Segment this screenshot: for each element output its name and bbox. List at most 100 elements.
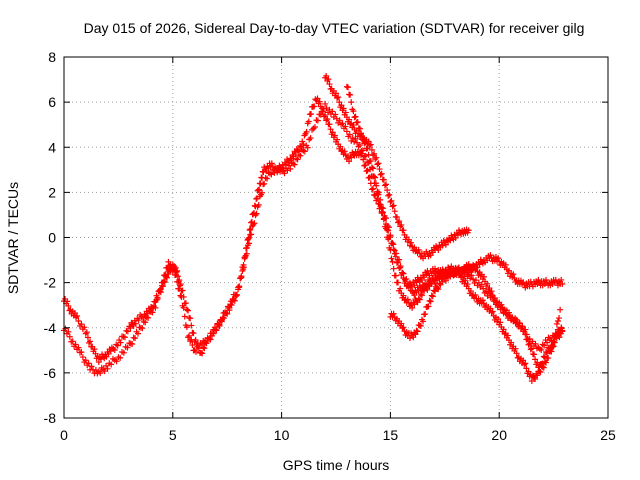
data-point [303,128,310,135]
data-point [66,307,73,314]
data-point [558,276,565,283]
data-point [81,324,88,331]
data-point [342,123,349,130]
data-point [243,244,250,251]
data-point [368,186,375,193]
data-point [332,111,339,118]
data-point [376,166,383,173]
data-point [470,276,477,283]
data-point [525,341,532,348]
data-point [156,287,163,294]
data-point [259,189,266,196]
data-point [397,263,404,270]
data-point [520,279,527,286]
data-point [541,358,548,365]
data-point [248,231,255,238]
data-point [532,340,539,347]
data-point [153,297,160,304]
data-point [414,328,421,335]
data-point [385,192,392,199]
data-point [390,265,397,272]
data-point [558,324,565,331]
data-point [305,118,312,125]
data-point [243,250,250,257]
data-point [349,134,356,141]
data-point [111,347,118,354]
x-tick-label: 5 [169,427,177,443]
data-point [539,363,546,370]
data-point [532,375,539,382]
data-point [177,281,184,288]
data-point [336,117,343,124]
x-tick-label: 20 [491,427,507,443]
data-point [362,138,369,145]
data-point [379,209,386,216]
data-point [531,351,538,358]
data-point [556,315,563,322]
data-point [522,360,529,367]
data-point [437,281,444,288]
data-point [271,169,278,176]
data-point [385,236,392,243]
data-point [71,310,78,317]
data-point [253,195,260,202]
data-point [368,164,375,171]
data-point [532,356,539,363]
data-point [180,304,187,311]
data-point [223,310,230,317]
data-point [524,336,531,343]
data-point [405,236,412,243]
data-point [523,365,530,372]
data-point [516,320,523,327]
data-point [177,292,184,299]
data-point [551,333,558,340]
data-point [384,187,391,194]
data-point [374,195,381,202]
series-track-a [61,95,566,384]
data-point [339,120,346,127]
data-point [255,187,262,194]
data-point [406,281,413,288]
data-point [251,202,258,209]
x-tick-labels: 0 5 10 15 20 25 [60,427,616,443]
data-point [557,306,564,313]
data-point [269,166,276,173]
data-point [124,328,131,335]
data-point [389,258,396,265]
data-point [388,255,395,262]
data-point [187,315,194,322]
data-point [559,280,566,287]
data-point [375,191,382,198]
data-point [430,287,437,294]
data-point [317,111,324,118]
data-point [393,259,400,266]
data-point [358,131,365,138]
data-point [88,363,95,370]
data-point [369,185,376,192]
data-point [484,280,491,287]
data-point [415,295,422,302]
data-point [513,350,520,357]
data-point [113,358,120,365]
data-point [552,330,559,337]
data-point [412,331,419,338]
data-point [174,267,181,274]
data-point [301,148,308,155]
data-point [260,169,267,176]
data-point [200,344,207,351]
data-point [190,330,197,337]
data-point [368,146,375,153]
data-point [325,76,332,83]
data-point [219,316,226,323]
data-point [468,272,475,279]
data-point [249,211,256,218]
data-point [135,317,142,324]
data-point [117,354,124,361]
data-point [139,325,146,332]
data-point [121,334,128,341]
data-point [536,368,543,375]
data-point [124,344,131,351]
x-tick-label: 15 [383,427,399,443]
data-point [359,147,366,154]
data-point [334,136,341,143]
